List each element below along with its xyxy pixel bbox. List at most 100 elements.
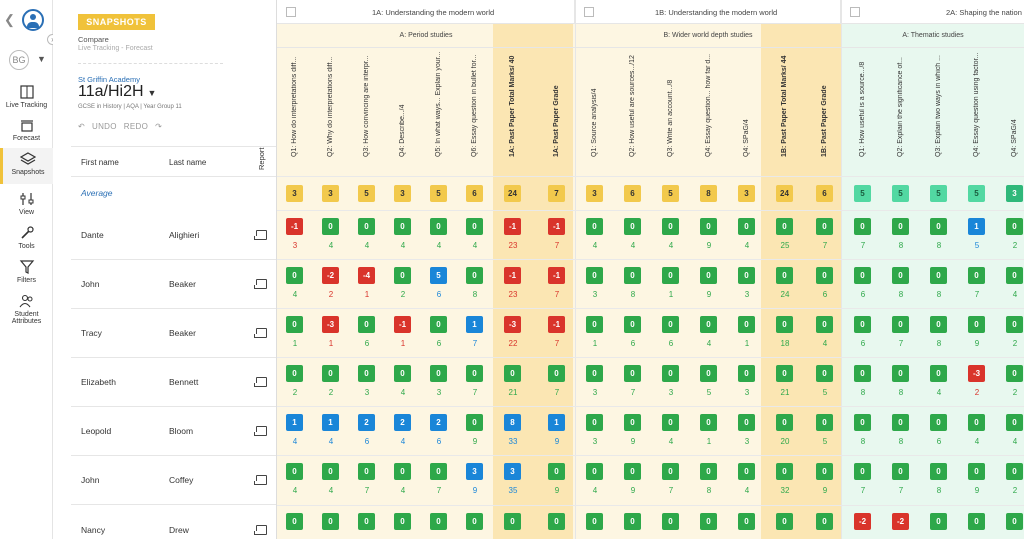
difference-chip[interactable]: 0 (892, 365, 909, 382)
difference-chip[interactable]: 0 (624, 316, 641, 333)
difference-chip[interactable]: 0 (322, 218, 339, 235)
column-header[interactable]: 1B: Past Paper Total Marks/ 44 (767, 48, 803, 176)
nav-item-live-tracking[interactable]: Live Tracking (0, 85, 53, 109)
difference-chip[interactable]: 0 (738, 513, 755, 530)
difference-chip[interactable]: 0 (286, 513, 303, 530)
difference-chip[interactable]: 0 (1006, 463, 1023, 480)
difference-chip[interactable]: 0 (358, 513, 375, 530)
app-logo-icon[interactable] (22, 9, 44, 31)
difference-chip[interactable]: 0 (1006, 218, 1023, 235)
difference-chip[interactable]: 0 (738, 316, 755, 333)
difference-chip[interactable]: 0 (854, 218, 871, 235)
difference-chip[interactable]: 0 (662, 513, 679, 530)
difference-chip[interactable]: -1 (394, 316, 411, 333)
difference-chip[interactable]: -1 (548, 218, 565, 235)
difference-chip[interactable]: 0 (930, 316, 947, 333)
report-icon[interactable] (254, 377, 267, 387)
difference-chip[interactable]: 0 (816, 463, 833, 480)
difference-chip[interactable]: 0 (430, 316, 447, 333)
difference-chip[interactable]: 0 (624, 414, 641, 431)
difference-chip[interactable]: 0 (700, 218, 717, 235)
difference-chip[interactable]: 0 (776, 218, 793, 235)
difference-chip[interactable]: 0 (776, 267, 793, 284)
difference-chip[interactable]: 0 (892, 267, 909, 284)
difference-chip[interactable]: 0 (504, 365, 521, 382)
difference-chip[interactable]: 0 (504, 513, 521, 530)
difference-chip[interactable]: 0 (854, 267, 871, 284)
difference-chip[interactable]: 0 (700, 513, 717, 530)
difference-chip[interactable]: 0 (738, 365, 755, 382)
difference-chip[interactable]: 0 (586, 414, 603, 431)
difference-chip[interactable]: 0 (816, 316, 833, 333)
difference-chip[interactable]: 0 (358, 463, 375, 480)
section-checkbox[interactable] (850, 7, 860, 17)
column-header[interactable]: Q2: Explain the significance of... (883, 48, 919, 176)
difference-chip[interactable]: -1 (504, 267, 521, 284)
difference-chip[interactable]: 0 (892, 218, 909, 235)
section-checkbox[interactable] (286, 7, 296, 17)
difference-chip[interactable]: 0 (892, 414, 909, 431)
student-last-name[interactable]: Bennett (169, 377, 199, 387)
difference-chip[interactable]: 2 (394, 414, 411, 431)
column-header[interactable]: Q4: Essay question... how far d... (691, 48, 727, 176)
group-selector[interactable]: 11a/Hi2H ▼ (78, 83, 156, 101)
difference-chip[interactable]: 3 (504, 463, 521, 480)
difference-chip[interactable]: 0 (738, 463, 755, 480)
nav-item-view[interactable]: View (0, 192, 53, 216)
difference-chip[interactable]: 0 (430, 365, 447, 382)
difference-chip[interactable]: 2 (430, 414, 447, 431)
nav-item-filters[interactable]: Filters (0, 260, 53, 284)
student-first-name[interactable]: John (81, 279, 100, 289)
student-first-name[interactable]: John (81, 475, 100, 485)
difference-chip[interactable]: 0 (816, 218, 833, 235)
difference-chip[interactable]: 0 (662, 316, 679, 333)
difference-chip[interactable]: 0 (776, 414, 793, 431)
student-first-name[interactable]: Nancy (81, 525, 106, 535)
difference-chip[interactable]: 0 (466, 414, 483, 431)
difference-chip[interactable]: 0 (1006, 513, 1023, 530)
difference-chip[interactable]: 0 (466, 218, 483, 235)
column-header[interactable]: 1A: Past Paper Total Marks/ 40 (495, 48, 531, 176)
column-header[interactable]: Q3: Write an account.../8 (653, 48, 689, 176)
column-header[interactable]: Q1: How useful is a source.../8 (845, 48, 881, 176)
nav-item-student-attributes[interactable]: Student Attributes (0, 294, 53, 325)
difference-chip[interactable]: 0 (548, 513, 565, 530)
difference-chip[interactable]: 0 (322, 463, 339, 480)
difference-chip[interactable]: 0 (286, 316, 303, 333)
report-icon[interactable] (254, 279, 267, 289)
redo-icon[interactable]: ↷ (155, 122, 163, 131)
difference-chip[interactable]: 0 (466, 513, 483, 530)
difference-chip[interactable]: 0 (930, 267, 947, 284)
column-header[interactable]: 1A: Past Paper Grade (539, 48, 575, 176)
difference-chip[interactable]: 0 (738, 414, 755, 431)
difference-chip[interactable]: 0 (430, 463, 447, 480)
difference-chip[interactable]: -2 (322, 267, 339, 284)
undo-button[interactable]: UNDO (92, 122, 117, 131)
difference-chip[interactable]: 0 (358, 218, 375, 235)
student-first-name[interactable]: Tracy (81, 328, 102, 338)
student-first-name[interactable]: Elizabeth (81, 377, 116, 387)
column-header[interactable]: Q3: Explain two ways in which ... (921, 48, 957, 176)
column-header[interactable]: Q1: How do interpretations diff... (277, 48, 313, 176)
difference-chip[interactable]: 0 (430, 513, 447, 530)
difference-chip[interactable]: 0 (662, 463, 679, 480)
report-icon[interactable] (254, 426, 267, 436)
column-header[interactable]: Q4: SPaG/4 (729, 48, 765, 176)
difference-chip[interactable]: -2 (892, 513, 909, 530)
column-header[interactable]: Q4: Describe.../4 (385, 48, 421, 176)
difference-chip[interactable]: 0 (816, 414, 833, 431)
student-first-name[interactable]: Leopold (81, 426, 112, 436)
difference-chip[interactable]: -4 (358, 267, 375, 284)
difference-chip[interactable]: 1 (466, 316, 483, 333)
difference-chip[interactable]: 0 (548, 463, 565, 480)
nav-item-tools[interactable]: Tools (0, 226, 53, 250)
difference-chip[interactable]: 0 (624, 218, 641, 235)
difference-chip[interactable]: 1 (548, 414, 565, 431)
difference-chip[interactable]: 0 (586, 267, 603, 284)
difference-chip[interactable]: 0 (624, 463, 641, 480)
difference-chip[interactable]: 0 (968, 513, 985, 530)
difference-chip[interactable]: 0 (466, 365, 483, 382)
column-header[interactable]: Q3: How convincing are interpr... (349, 48, 385, 176)
column-header[interactable]: Q2: Why do interpretations diff... (313, 48, 349, 176)
difference-chip[interactable]: 1 (968, 218, 985, 235)
